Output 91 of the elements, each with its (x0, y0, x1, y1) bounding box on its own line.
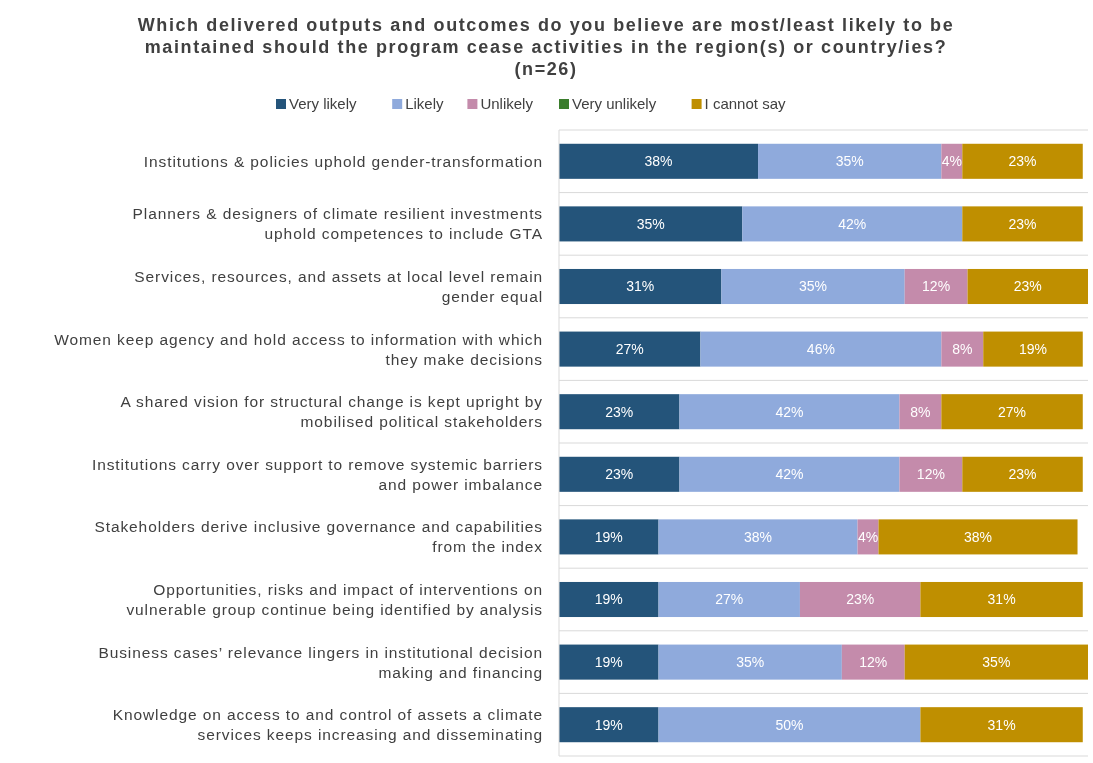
data-label: 38% (644, 153, 673, 170)
bar (679, 394, 900, 430)
data-label: 19% (1018, 341, 1048, 357)
data-label: 19% (594, 528, 623, 545)
y-tick-label: Institutions & policies uphold gender-transformation (143, 152, 543, 170)
bar (559, 456, 680, 492)
data-label: 4% (857, 528, 879, 545)
data-label: 23% (1008, 153, 1037, 170)
bar (559, 143, 759, 179)
bar (878, 519, 1078, 555)
bar (962, 456, 1083, 492)
bar (559, 268, 722, 305)
legend-label: Very unlikely (572, 95, 657, 113)
bar (658, 519, 858, 555)
data-label: 42% (775, 466, 804, 483)
data-label: 8% (910, 403, 931, 420)
data-label: 31% (626, 278, 655, 295)
data-label: 23% (1013, 278, 1042, 295)
bar (658, 707, 921, 743)
data-label: 8% (952, 341, 973, 357)
bar (559, 707, 659, 743)
legend-label: Very likely (289, 95, 358, 113)
bar (559, 644, 659, 680)
data-label: 19% (594, 716, 623, 733)
y-tick-label: Institutions carry over support to remove systemic barriers and power imbalance (91, 455, 543, 493)
bar (559, 394, 680, 430)
data-label: 35% (736, 654, 765, 670)
data-label: 31% (987, 591, 1016, 608)
bar (904, 268, 968, 305)
bar (941, 331, 984, 367)
bar (962, 206, 1083, 242)
y-tick-label: Business cases’ relevance lingers in institutional decision making and financing (98, 643, 543, 681)
bar (559, 581, 659, 618)
bar (658, 644, 842, 680)
data-label: 23% (605, 403, 634, 420)
data-label: 50% (775, 716, 804, 733)
y-tick-label: Knowledge on access to and control of assets a climate services keeps increasing and disseminating (112, 706, 543, 744)
bar (899, 456, 963, 492)
data-label: 42% (838, 215, 867, 232)
data-label: 23% (1008, 215, 1037, 232)
legend-label: I cannot say (704, 95, 786, 113)
bar (758, 143, 942, 179)
y-tick-label: Women keep agency and hold access to information with which they make decisions (54, 330, 543, 368)
data-label: 38% (744, 528, 773, 545)
data-label: 27% (615, 341, 644, 357)
chart-subtitle: (n=26) (514, 59, 578, 80)
bar (658, 581, 800, 618)
bar (559, 206, 743, 242)
data-label: 35% (835, 153, 864, 170)
data-label: 27% (715, 591, 744, 608)
bar (721, 268, 905, 305)
legend-label: Likely (405, 95, 445, 113)
data-label: 35% (636, 215, 665, 232)
bar (899, 394, 942, 430)
y-tick-label: A shared vision for structural change is kept upright by mobilised political stakeholders (120, 393, 543, 431)
data-label: 35% (982, 654, 1011, 670)
data-label: 19% (594, 654, 623, 670)
data-label: 23% (1008, 466, 1037, 483)
bar (679, 456, 900, 492)
bar (983, 331, 1083, 367)
legend-label: Unlikely (480, 95, 534, 113)
data-label: 23% (605, 466, 634, 483)
y-tick-label: Services, resources, and assets at local level remain gender equal (134, 267, 543, 305)
data-label: 12% (916, 466, 945, 483)
y-tick-label: Stakeholders derive inclusive governance and capabilities from the index (94, 518, 543, 556)
bar (559, 331, 701, 367)
chart-title: Which delivered outputs and outcomes do you believe are most/least likely to be maintained should the program cease activities in the region(s) or country/ies? (137, 15, 955, 58)
data-label: 42% (775, 403, 804, 420)
bar (700, 331, 942, 367)
bar (799, 581, 921, 618)
bar (742, 206, 963, 242)
bar (941, 394, 1083, 430)
y-tick-label: Opportunities, risks and impact of interventions on vulnerable group continue being identified by analysis (126, 580, 543, 618)
data-label: 19% (594, 591, 623, 608)
data-label: 31% (987, 716, 1016, 733)
data-label: 4% (941, 153, 962, 170)
y-tick-label: Planners & designers of climate resilient investments uphold competences to include GTA (132, 205, 543, 243)
data-label: 27% (998, 403, 1027, 420)
bar (967, 268, 1088, 305)
data-label: 38% (963, 528, 993, 545)
bar (904, 644, 1088, 680)
bar (920, 707, 1083, 743)
data-label: 23% (846, 591, 875, 608)
data-label: 35% (799, 278, 828, 295)
data-label: 12% (922, 278, 951, 295)
data-label: 12% (859, 654, 888, 670)
bar (841, 644, 905, 680)
bar (962, 143, 1083, 179)
bar (559, 519, 659, 555)
data-label: 46% (806, 341, 835, 357)
bar (920, 581, 1083, 618)
